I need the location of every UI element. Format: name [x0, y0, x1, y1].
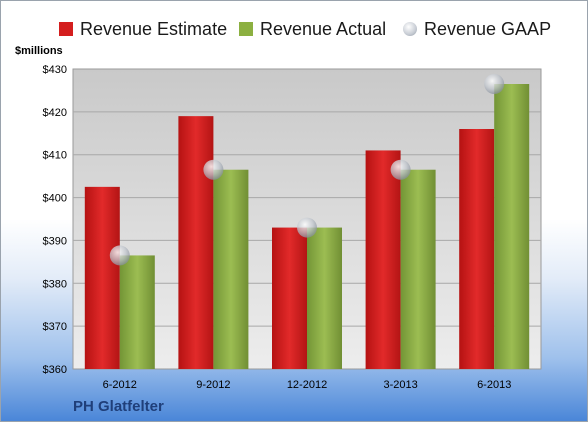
y-tick-label: $430 [43, 64, 67, 76]
legend-swatch-actual [239, 22, 253, 36]
legend-item-estimate: Revenue Estimate [59, 17, 227, 41]
dot-revenue-gaap [109, 245, 130, 266]
y-tick-label: $410 [43, 150, 67, 162]
company-name: PH Glatfelter [73, 398, 164, 415]
legend-label-gaap: Revenue GAAP [424, 18, 552, 39]
legend: Revenue Estimate Revenue Actual Revenue … [1, 17, 587, 41]
bar-revenue-actual [307, 227, 342, 369]
y-tick-label: $380 [43, 278, 67, 290]
x-tick-label: 6-2012 [103, 379, 137, 391]
bar-revenue-estimate [178, 116, 214, 370]
legend-label-actual: Revenue Actual [260, 18, 387, 39]
dot-revenue-gaap [390, 159, 411, 180]
x-tick-label: 3-2013 [383, 379, 417, 391]
dot-revenue-gaap [203, 159, 224, 180]
bar-revenue-actual [400, 169, 436, 369]
y-tick-label: $400 [43, 193, 67, 205]
x-tick-label: 9-2012 [196, 379, 230, 391]
x-tick-label: 6-2013 [477, 379, 511, 391]
bar-revenue-estimate [459, 129, 495, 369]
dot-revenue-gaap [484, 74, 505, 94]
legend-swatch-estimate [59, 22, 73, 36]
y-axis-unit-label: $millions [15, 45, 63, 57]
legend-swatch-gaap [403, 22, 417, 36]
bar-revenue-estimate [84, 186, 120, 369]
y-tick-label: $420 [43, 107, 67, 119]
x-tick-label: 12-2012 [287, 379, 327, 391]
bar-revenue-estimate [365, 150, 401, 369]
bar-revenue-actual [494, 84, 530, 369]
y-tick-label: $370 [43, 321, 67, 333]
y-tick-label: $390 [43, 235, 67, 247]
legend-item-gaap: Revenue GAAP [403, 17, 551, 41]
bar-revenue-estimate [272, 227, 307, 369]
legend-label-estimate: Revenue Estimate [80, 18, 228, 39]
dot-revenue-gaap [297, 217, 317, 238]
y-tick-label: $360 [43, 364, 67, 376]
bar-revenue-actual [213, 169, 249, 369]
bar-revenue-actual [119, 255, 155, 369]
legend-item-actual: Revenue Actual [239, 17, 386, 41]
